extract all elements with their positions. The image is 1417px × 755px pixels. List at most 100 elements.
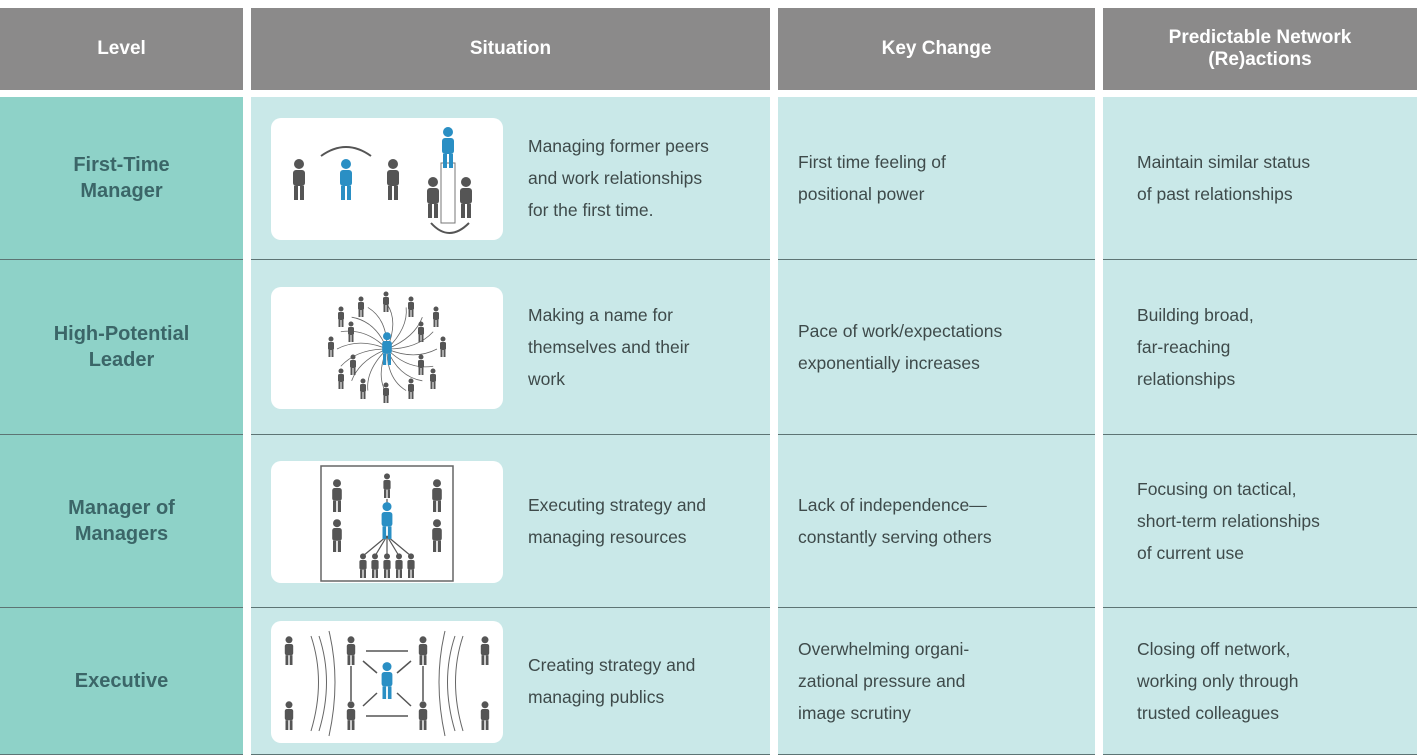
level-cell: First-Time Manager — [0, 97, 243, 260]
header-text: Situation — [469, 38, 552, 59]
situation-cell: Managing former peers and work relationsh… — [251, 97, 770, 260]
key-change-text: positional power — [798, 184, 925, 204]
reactions-text: working only through — [1137, 671, 1299, 691]
person-icon — [442, 126, 454, 168]
person-icon — [383, 291, 389, 312]
situation-text: for the first time. — [528, 200, 654, 220]
reactions-text: of current use — [1137, 543, 1244, 563]
situation-text: managing publics — [528, 687, 665, 707]
frame — [320, 464, 454, 582]
reactions-text: short-term relationships — [1137, 511, 1320, 531]
situation-text: and work relationships — [528, 168, 703, 188]
link — [340, 348, 388, 366]
reactions-cell: Focusing on tactical, short-term relation… — [1103, 435, 1417, 608]
illustration — [271, 460, 503, 583]
illustration — [271, 286, 503, 409]
person-icon — [432, 518, 442, 552]
header-cell: Key Change — [778, 8, 1095, 90]
person-icon — [383, 552, 391, 578]
reactions-cell: Building broad, far-reaching relationships — [1103, 260, 1417, 435]
key-change-cell: Overwhelming organi-zational pressure an… — [778, 608, 1095, 755]
situation-text: Executing strategy and — [528, 495, 707, 515]
reactions-text: Focusing on tactical, — [1137, 479, 1297, 499]
person-icon — [418, 635, 428, 665]
level-text: Manager — [80, 180, 163, 202]
reactions-text: trusted colleagues — [1137, 703, 1280, 723]
person-icon — [328, 336, 334, 357]
person-icon — [346, 635, 356, 665]
person-icon — [432, 478, 442, 512]
situation-text: Making a name for — [528, 305, 673, 325]
situation-text: Creating strategy and — [528, 655, 696, 675]
person-icon — [440, 336, 446, 357]
header-cell: Level — [0, 8, 243, 90]
header-text: Predictable Network — [1168, 27, 1352, 48]
key-change-text: First time feeling of — [798, 152, 946, 172]
reactions-cell: Maintain similar status of past relations… — [1103, 97, 1417, 260]
link — [386, 348, 407, 391]
person-icon — [430, 368, 436, 389]
key-change-text: zational pressure and — [798, 671, 966, 691]
person-icon — [418, 700, 428, 730]
header-text: Key Change — [881, 38, 992, 59]
illustration-graphic — [320, 464, 454, 582]
header-text: Level — [97, 38, 146, 59]
level-text: Executive — [74, 670, 169, 692]
key-change-cell: First time feeling of positional power — [778, 97, 1095, 260]
person-icon — [346, 700, 356, 730]
reactions-text: Maintain similar status — [1137, 152, 1311, 172]
situation-text: work — [528, 369, 565, 389]
key-change-text: exponentially increases — [798, 353, 980, 373]
person-icon — [284, 635, 294, 665]
situation-cell: Making a name for themselves and their wor… — [251, 260, 770, 435]
person-icon — [433, 306, 439, 327]
key-change-text: Lack of independence— — [798, 495, 987, 515]
person-icon — [371, 552, 379, 578]
person-icon — [348, 321, 354, 342]
illustration-graphic — [284, 630, 490, 736]
reactions-cell: Closing off network, working only through… — [1103, 608, 1417, 755]
podium — [440, 162, 456, 223]
person-icon — [293, 158, 305, 200]
level-cell: Executive — [0, 608, 243, 755]
person-icon — [382, 331, 392, 365]
level-text: High-Potential — [53, 323, 190, 345]
reactions-text: Closing off network, — [1137, 639, 1291, 659]
level-text: First-Time — [73, 154, 170, 176]
reactions-text: far-reaching — [1137, 337, 1231, 357]
person-icon — [340, 158, 352, 200]
person-icon — [284, 700, 294, 730]
person-icon — [338, 368, 344, 389]
link — [386, 348, 438, 355]
wave — [310, 630, 464, 736]
person-icon — [383, 382, 389, 403]
person-icon — [359, 552, 367, 578]
key-change-text: image scrutiny — [798, 703, 911, 723]
arrow — [430, 221, 470, 234]
person-icon — [418, 354, 424, 375]
person-icon — [332, 478, 342, 512]
person-icon — [408, 378, 414, 399]
key-change-cell: Lack of independence— constantly serving … — [778, 435, 1095, 608]
person-icon — [383, 472, 391, 498]
illustration-graphic — [293, 126, 472, 234]
person-icon — [332, 518, 342, 552]
person-icon — [381, 501, 393, 539]
key-change-cell: Pace of work/expectations exponentially i… — [778, 260, 1095, 435]
level-text: Manager of — [68, 497, 175, 519]
header-cell: Situation — [251, 8, 770, 90]
situation-text: Managing former peers — [528, 136, 709, 156]
header-cell: Predictable Network (Re)actions — [1103, 8, 1417, 90]
level-cell: High-Potential Leader — [0, 260, 243, 435]
reactions-text: Building broad, — [1137, 305, 1254, 325]
key-change-text: Overwhelming organi- — [798, 639, 970, 659]
person-icon — [387, 158, 399, 200]
situation-cell: Executing strategy and managing resources — [251, 435, 770, 608]
key-change-text: Pace of work/expectations — [798, 321, 1003, 341]
person-icon — [395, 552, 403, 578]
reactions-text: relationships — [1137, 369, 1236, 389]
situation-text: managing resources — [528, 527, 687, 547]
header-text: (Re)actions — [1208, 49, 1312, 70]
person-icon — [358, 296, 364, 317]
